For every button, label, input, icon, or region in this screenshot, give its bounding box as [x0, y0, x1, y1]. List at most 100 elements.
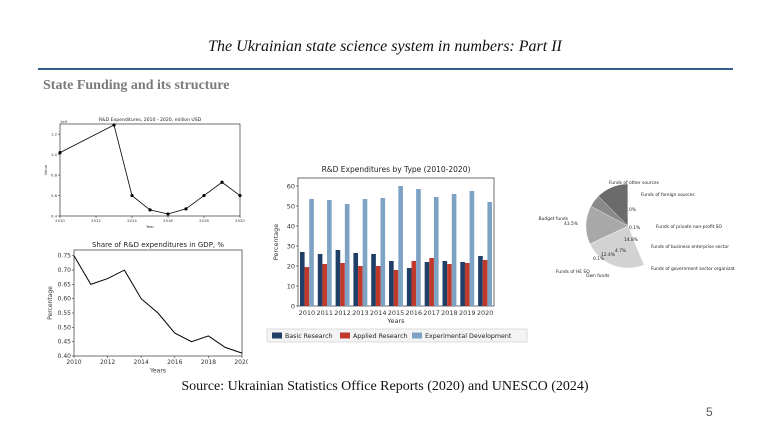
y-tick-label: 0.4 — [51, 213, 58, 218]
x-tick-label: 2019 — [459, 309, 476, 317]
legend-swatch — [412, 332, 422, 339]
y-tick-label: 0.75 — [58, 253, 72, 260]
y-tick-label: 0.40 — [58, 353, 72, 360]
y-tick-label: 0.70 — [58, 267, 72, 274]
x-tick-label: 2010 — [66, 359, 81, 366]
pie-slice-percent: 0.1% — [593, 256, 604, 262]
bar — [433, 197, 439, 306]
bar — [344, 204, 350, 306]
y-tick-label: 30 — [287, 242, 295, 250]
bar — [358, 266, 363, 306]
x-tick-label: 2011 — [316, 309, 333, 317]
legend-label: Experimental Development — [425, 333, 512, 340]
pie-slice-percent: 4.7% — [615, 248, 626, 254]
rd-expenditures-line-chart: R&D Expenditures, 2010 - 2020, million U… — [43, 117, 245, 229]
pie-slice-label: Funds of government sector organizations — [651, 266, 735, 272]
x-tick-label: 2020 — [235, 218, 245, 223]
x-tick-label: 2010 — [299, 309, 316, 317]
bar — [469, 191, 475, 306]
bar — [429, 258, 434, 306]
legend-swatch — [340, 332, 350, 339]
data-point — [184, 207, 188, 211]
bar — [398, 186, 403, 306]
pie-slice-label: Funds of business enterprise sector — [651, 244, 729, 250]
y-tick-label: 50 — [287, 202, 295, 210]
y-tick-label: 0.45 — [58, 339, 72, 346]
data-point — [202, 193, 206, 198]
pie-slice — [589, 225, 644, 269]
pie-slice-percent: 24.0% — [622, 207, 636, 213]
x-tick-label: 2018 — [441, 309, 458, 317]
bar — [487, 202, 493, 306]
x-axis-label: Year — [146, 224, 154, 229]
series-line — [73, 255, 243, 354]
pie-slice-label: Funds of other sources — [609, 180, 660, 186]
legend-label: Basic Research — [285, 333, 333, 340]
chart-title: R&D Expenditures by Type (2010-2020) — [322, 165, 471, 174]
y-tick-label: 10 — [287, 282, 295, 290]
bar — [299, 252, 305, 306]
x-tick-label: 2018 — [199, 218, 209, 223]
bar — [353, 253, 359, 306]
data-point — [130, 193, 134, 198]
x-axis-label: Years — [386, 317, 405, 325]
slide-title: The Ukrainian state science system in nu… — [208, 38, 562, 55]
y-tick-label: 60 — [287, 182, 295, 190]
bar — [380, 198, 386, 306]
x-tick-label: 2014 — [127, 218, 137, 223]
legend-swatch — [272, 332, 282, 339]
bar — [464, 263, 470, 306]
y-tick-label: 0.65 — [58, 281, 72, 288]
bar — [442, 261, 448, 306]
y-axis-label: Percentage — [272, 224, 280, 261]
x-tick-label: 2016 — [163, 218, 173, 223]
bar — [362, 199, 368, 306]
pie-slice-percent: 43.5% — [564, 221, 578, 227]
bar — [447, 264, 452, 306]
bar — [304, 267, 310, 306]
x-tick-label: 2014 — [134, 359, 149, 366]
x-tick-label: 2014 — [370, 309, 387, 317]
pie-slice-percent: 0.1% — [629, 225, 640, 231]
x-tick-label: 2020 — [477, 309, 494, 317]
x-tick-label: 2012 — [100, 359, 115, 366]
bar — [335, 250, 341, 306]
x-tick-label: 2016 — [406, 309, 423, 317]
x-tick-label: 2013 — [352, 309, 369, 317]
data-point — [238, 193, 242, 198]
y-tick-label: 0.60 — [58, 296, 72, 303]
pie-slice-label: Funds of HE SO — [556, 269, 590, 275]
plot-frame — [59, 123, 241, 217]
y-tick-label: 20 — [287, 262, 295, 270]
pie-slice-label: Funds of foreign sources — [641, 192, 695, 198]
y-tick-label: 40 — [287, 222, 295, 230]
page-number: 5 — [706, 405, 713, 419]
y-tick-label: 0 — [291, 302, 295, 310]
title-divider — [38, 68, 733, 70]
y-tick-label: 1.0 — [51, 152, 58, 157]
x-tick-label: 2012 — [91, 218, 101, 223]
plot-frame — [73, 249, 243, 357]
y-tick-label: 0.50 — [58, 324, 72, 331]
x-tick-label: 2015 — [388, 309, 405, 317]
pie-slice-percent: 12.4% — [601, 252, 615, 258]
x-tick-label: 2017 — [423, 309, 440, 317]
data-point — [148, 208, 152, 212]
bar — [371, 254, 376, 306]
pie-slice-label: Budget funds — [539, 216, 569, 222]
y-offset-label: 1e9 — [60, 119, 68, 124]
source-citation: Source: Ukrainian Statistics Office Repo… — [181, 379, 589, 394]
y-tick-label: 1.2 — [51, 131, 58, 136]
bar — [451, 194, 457, 306]
y-tick-label: 0.55 — [58, 310, 72, 317]
chart-title: Share of R&D expenditures in GDP, % — [92, 241, 224, 249]
x-tick-label: 2012 — [334, 309, 351, 317]
pie-slice-label: Own funds — [586, 273, 610, 279]
bar — [393, 270, 399, 306]
legend-label: Applied Research — [353, 333, 408, 340]
pie-slice-label: Funds of private non-profit SO — [656, 224, 723, 230]
chart-title: R&D Expenditures, 2010 - 2020, million U… — [99, 117, 202, 123]
data-point — [58, 151, 62, 155]
series-line — [59, 124, 241, 215]
